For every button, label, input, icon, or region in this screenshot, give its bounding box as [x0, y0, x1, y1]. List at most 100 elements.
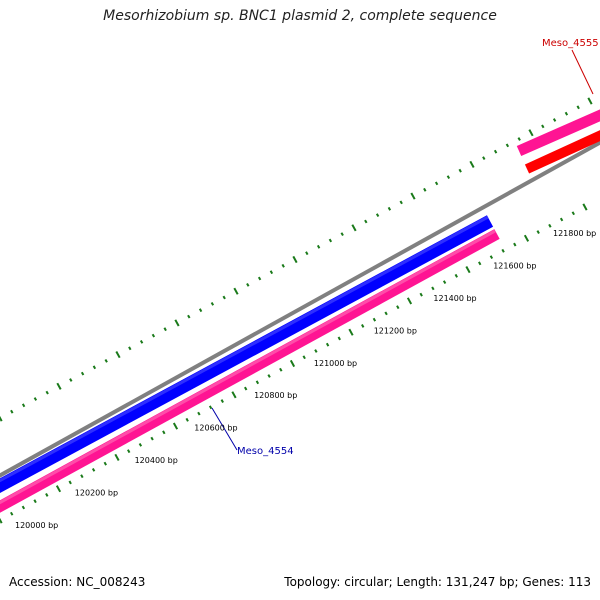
inner-tick	[185, 417, 189, 422]
inner-tick	[127, 449, 131, 454]
outer-tick	[564, 111, 569, 116]
inner-tick	[33, 499, 37, 504]
outer-tick	[434, 181, 439, 186]
outer-tick	[316, 244, 321, 249]
backbone-track	[0, 140, 600, 478]
outer-tick	[10, 409, 14, 414]
inner-tick	[220, 399, 224, 403]
inner-tick	[289, 359, 296, 368]
outer-tick	[80, 371, 85, 376]
inner-tick	[114, 453, 120, 461]
inner-tick	[419, 292, 423, 297]
map-title: Mesorhizobium sp. BNC1 plasmid 2, comple…	[103, 8, 497, 24]
outer-tick	[115, 351, 121, 359]
gene-meso-4555[interactable]	[524, 130, 600, 174]
inner-tick	[325, 342, 330, 347]
inner-tick	[91, 468, 96, 472]
inner-tick	[197, 411, 201, 416]
outer-tick	[174, 319, 180, 327]
outer-tick	[399, 200, 403, 205]
outer-tick	[505, 143, 510, 148]
inner-tick	[314, 349, 318, 353]
inner-tick	[513, 242, 517, 247]
inner-tick	[571, 211, 575, 216]
inner-tick	[582, 203, 588, 211]
outer-tick	[351, 224, 357, 232]
inner-tick	[442, 280, 447, 284]
outer-tick	[233, 287, 239, 295]
summary-text: Topology: circular; Length: 131,247 bp; …	[284, 575, 591, 589]
outer-tick	[458, 168, 462, 173]
cds-forward-highlight	[0, 215, 489, 483]
inner-tick	[21, 505, 26, 510]
outer-tick	[469, 160, 475, 168]
outer-tick	[246, 283, 250, 287]
outer-tick	[493, 149, 498, 154]
outer-tick	[410, 192, 416, 200]
inner-tick	[80, 474, 84, 479]
tick-label: 121600 bp	[493, 261, 536, 270]
inner-tick	[489, 255, 494, 259]
outer-tick	[482, 156, 486, 160]
outer-tick	[446, 175, 451, 179]
tick-label: 120400 bp	[135, 456, 178, 465]
outer-tick	[517, 137, 521, 141]
outer-tick	[33, 397, 38, 401]
outer-tick	[163, 327, 167, 332]
outer-tick	[281, 263, 285, 268]
tick-label: 120600 bp	[194, 424, 237, 433]
tick-label: 120800 bp	[254, 391, 297, 400]
inner-tick	[478, 261, 482, 266]
outer-tick	[364, 219, 368, 224]
inner-tick	[103, 461, 107, 466]
tick-labels: 120000 bp 120200 bp 120400 bp 120600 bp 1208…	[15, 229, 596, 530]
inner-tick	[454, 273, 458, 278]
inner-tick	[372, 317, 377, 322]
outer-tick	[552, 118, 557, 122]
gene-label-meso-4554[interactable]: Meso_4554	[237, 446, 294, 457]
inner-tick	[559, 217, 564, 222]
tick-label: 120200 bp	[75, 489, 118, 498]
accession-text: Accession: NC_008243	[9, 575, 146, 589]
outer-tick	[257, 276, 262, 281]
inner-tick	[523, 234, 530, 242]
inner-tick	[431, 286, 435, 291]
inner-tick	[384, 311, 388, 316]
outer-tick	[139, 340, 144, 344]
outer-ticks	[0, 97, 593, 422]
outer-tick	[128, 346, 132, 351]
gene-label-meso-4555[interactable]: Meso_4555	[542, 38, 599, 49]
cds-reverse-highlight	[0, 229, 496, 505]
inner-tick	[255, 380, 260, 385]
inner-tick	[68, 480, 72, 485]
inner-tick	[172, 422, 179, 430]
outer-tick	[387, 206, 392, 211]
outer-tick	[69, 378, 73, 382]
outer-tick	[151, 333, 156, 338]
outer-tick	[292, 255, 298, 264]
inner-ticks	[0, 203, 588, 524]
outer-tick	[269, 270, 274, 275]
inner-tick	[55, 485, 62, 493]
outer-tick	[92, 365, 97, 370]
tick-label: 121200 bp	[374, 326, 417, 335]
outer-tick	[104, 359, 108, 363]
inner-tick	[465, 266, 471, 274]
tick-label: 120000 bp	[15, 521, 58, 530]
outer-tick	[198, 308, 203, 313]
inner-tick	[10, 511, 14, 516]
outer-tick	[340, 232, 344, 236]
meso-4555-leader	[571, 49, 594, 95]
cds-reverse-upper[interactable]	[516, 109, 600, 157]
outer-tick	[305, 251, 309, 256]
outer-tick	[541, 124, 545, 129]
outer-tick	[375, 213, 380, 217]
outer-tick	[0, 415, 3, 422]
cds-forward-meso-4554[interactable]	[0, 215, 494, 493]
inner-tick	[302, 355, 306, 360]
inner-tick	[501, 248, 505, 253]
outer-tick	[328, 238, 333, 243]
cds-reverse-lower[interactable]	[0, 229, 500, 513]
